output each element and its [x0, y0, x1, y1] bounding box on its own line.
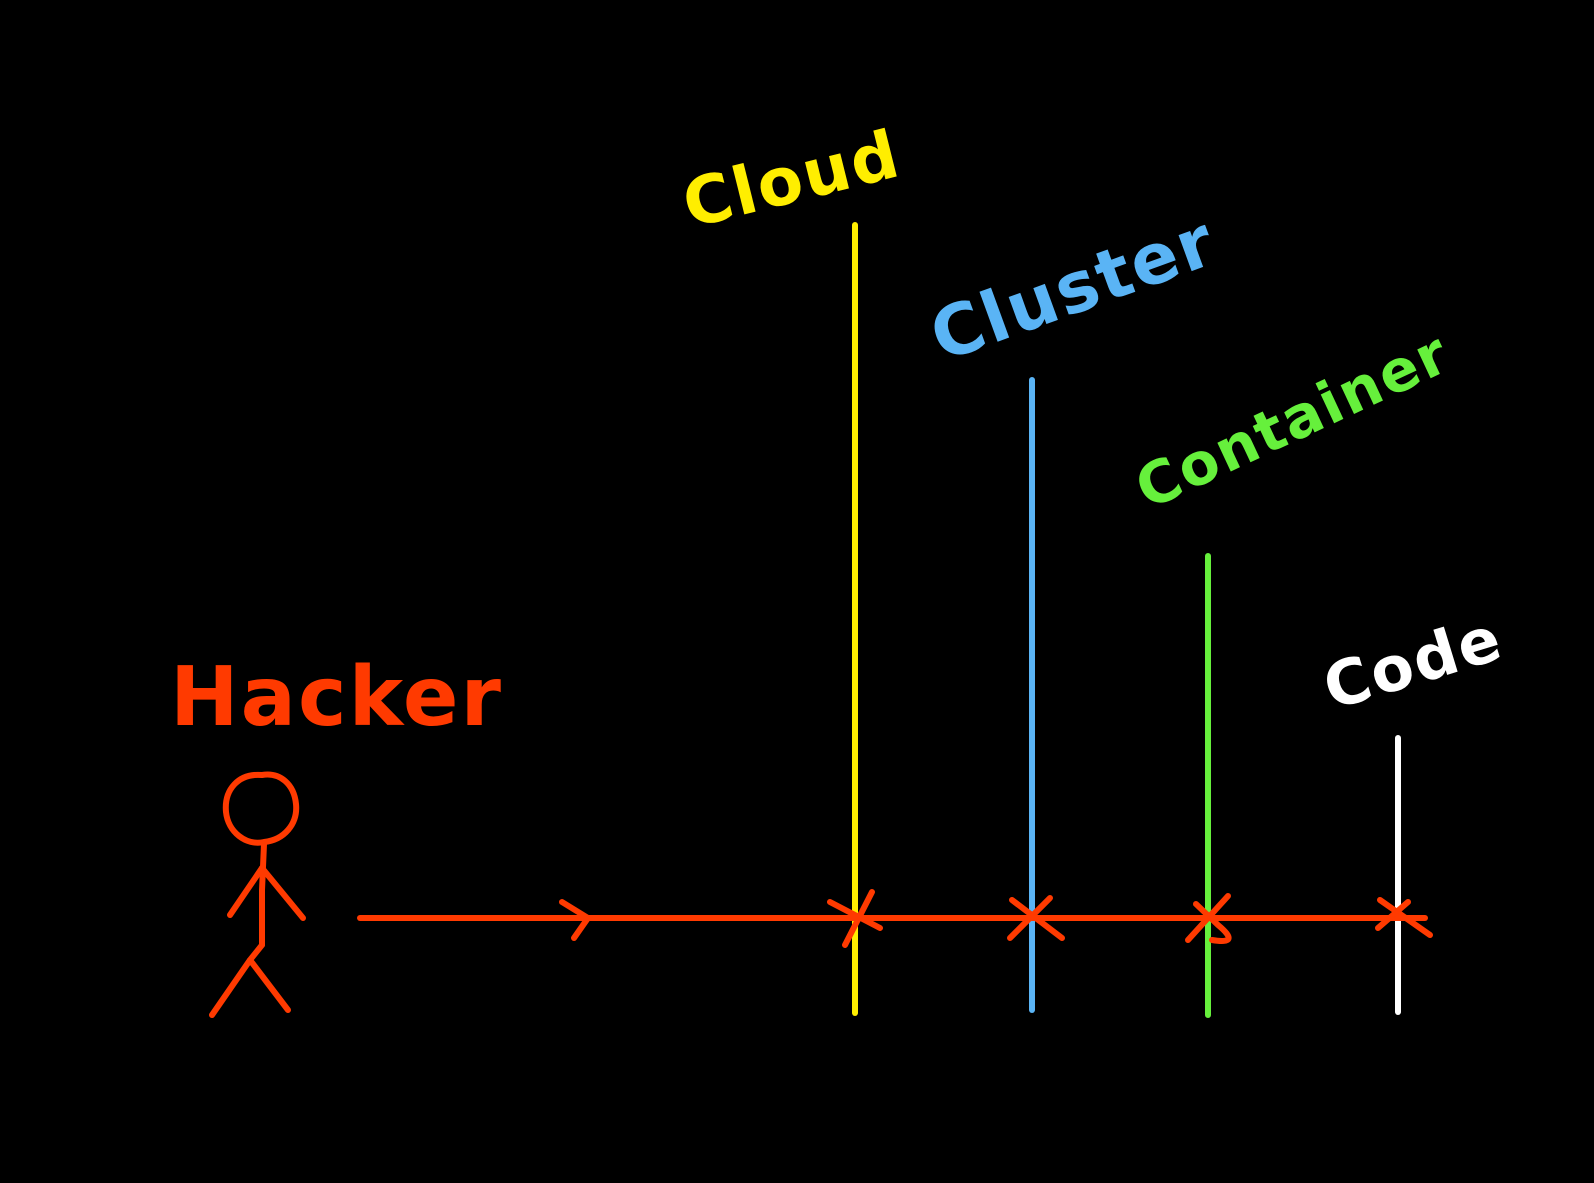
layer-code: Code [1315, 601, 1511, 1015]
stick-figure-icon [209, 771, 306, 1018]
attack-path [357, 889, 1433, 948]
layer-label-cloud: Cloud [675, 115, 908, 243]
layer-cluster: Cluster [920, 200, 1227, 1013]
cross-icon-container [1185, 893, 1232, 944]
layer-label-container: Container [1125, 318, 1460, 522]
cross-icon-code [1375, 897, 1433, 938]
layer-cloud: Cloud [675, 115, 908, 1016]
layer-label-cluster: Cluster [920, 200, 1227, 378]
layer-label-code: Code [1315, 601, 1511, 724]
hacker-label: Hacker [170, 650, 503, 745]
hacker-actor: Hacker [170, 650, 503, 1018]
cross-icon-cloud [827, 889, 883, 948]
cross-icon-cluster [1007, 895, 1065, 941]
arrow-right-icon [559, 899, 591, 941]
